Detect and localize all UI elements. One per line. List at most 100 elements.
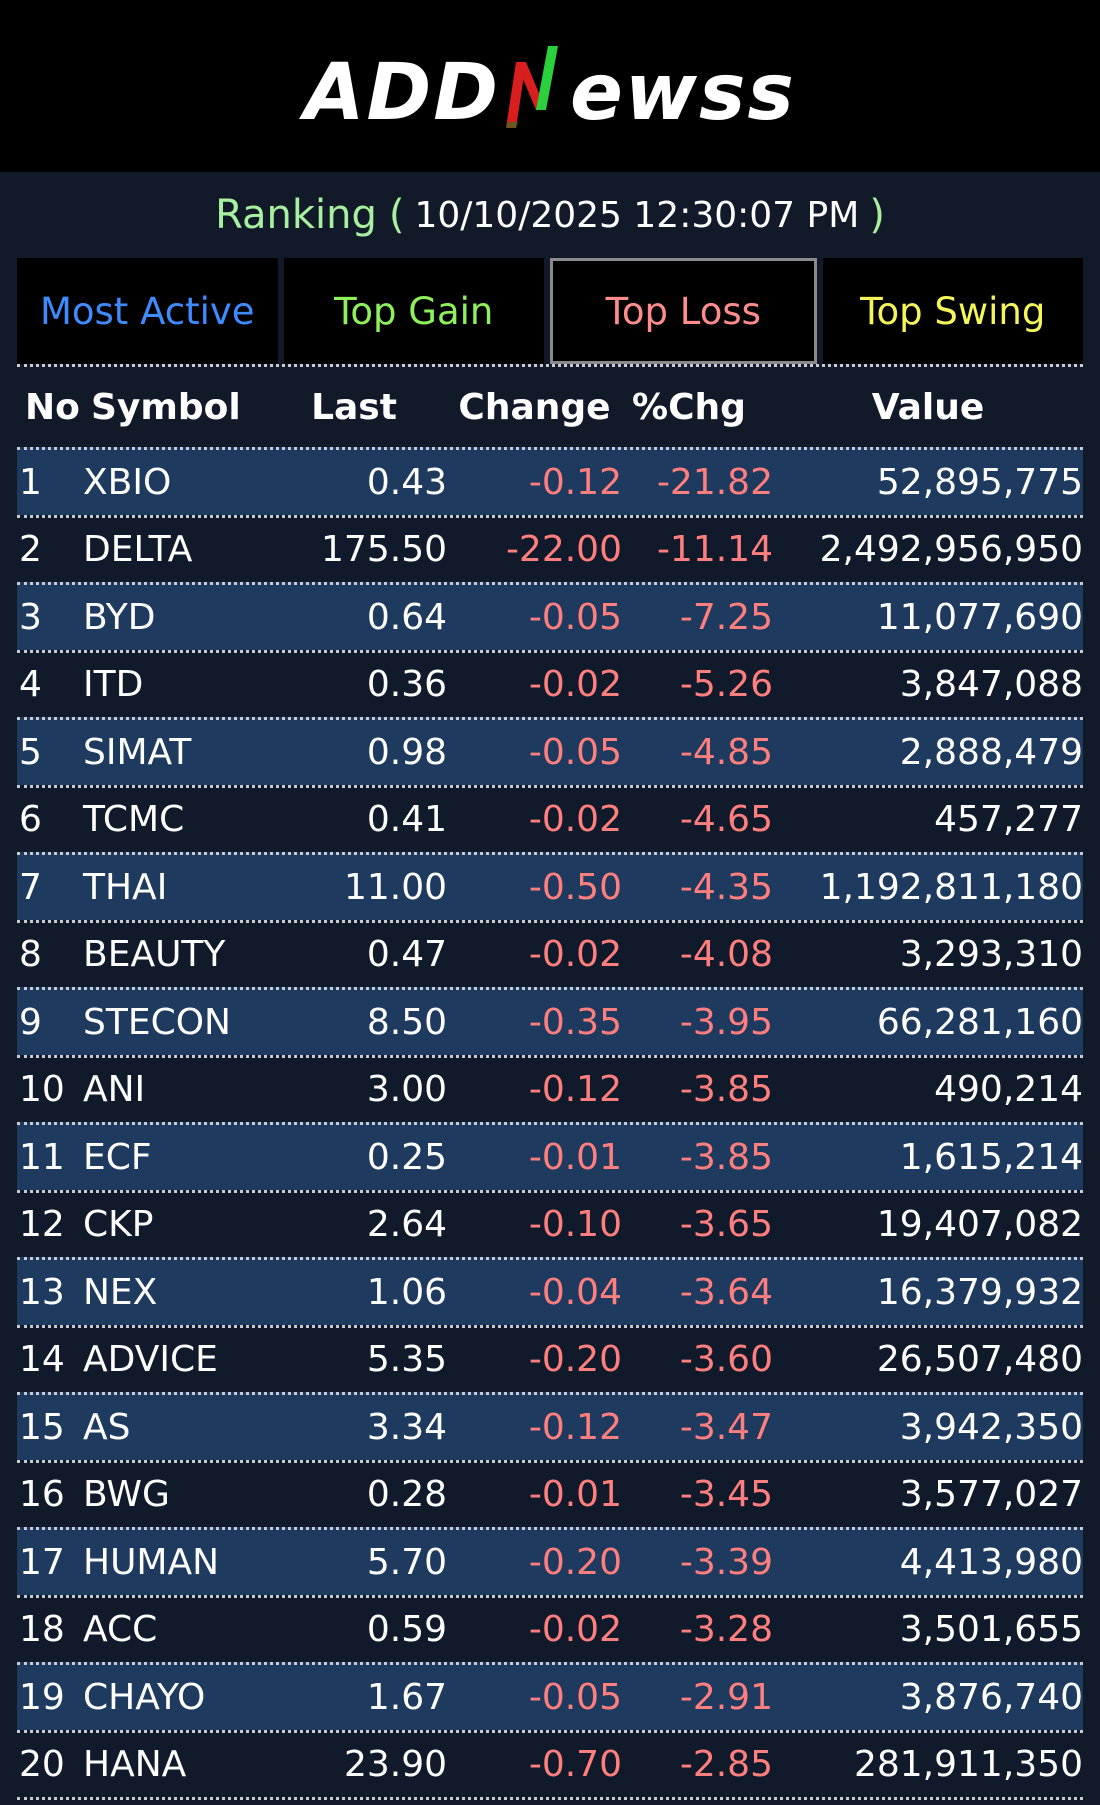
cell-pct-change: -11.14 xyxy=(656,529,773,571)
tab-most-active[interactable]: Most Active xyxy=(17,258,278,364)
cell-value: 1,615,214 xyxy=(899,1136,1083,1178)
cell-no: 1 xyxy=(19,461,42,503)
table-row[interactable]: 13 NEX 1.06 -0.04 -3.64 16,379,932 xyxy=(17,1257,1083,1325)
cell-pct-change: -21.82 xyxy=(656,461,773,503)
cell-symbol: TCMC xyxy=(83,799,185,841)
tab-top-swing[interactable]: Top Swing xyxy=(822,258,1083,364)
cell-symbol: ITD xyxy=(83,664,144,706)
cell-symbol: ECF xyxy=(83,1136,152,1178)
cell-value: 52,895,775 xyxy=(876,461,1083,503)
cell-pct-change: -3.28 xyxy=(679,1609,773,1651)
cell-symbol: SIMAT xyxy=(83,731,192,773)
col-header-value: Value xyxy=(871,386,985,428)
cell-symbol: BYD xyxy=(83,596,156,638)
table-body: 1 XBIO 0.43 -0.12 -21.82 52,895,775 2 DELTA 175.… xyxy=(17,447,1083,1797)
cell-symbol: STECON xyxy=(83,1001,231,1043)
cell-value: 4,413,980 xyxy=(899,1541,1083,1583)
cell-pct-change: -3.45 xyxy=(679,1474,773,1516)
cell-no: 20 xyxy=(19,1744,65,1786)
cell-change: -0.01 xyxy=(528,1136,622,1178)
cell-pct-change: -4.35 xyxy=(679,866,773,908)
table-row[interactable]: 15 AS 3.34 -0.12 -3.47 3,942,350 xyxy=(17,1392,1083,1460)
cell-last: 1.06 xyxy=(366,1271,447,1313)
cell-no: 3 xyxy=(19,596,42,638)
cell-value: 2,492,956,950 xyxy=(819,529,1083,571)
table-row[interactable]: 12 CKP 2.64 -0.10 -3.65 19,407,082 xyxy=(17,1189,1083,1257)
cell-value: 3,293,310 xyxy=(899,934,1083,976)
cell-no: 17 xyxy=(19,1541,65,1583)
cell-value: 16,379,932 xyxy=(876,1271,1083,1313)
cell-value: 11,077,690 xyxy=(876,596,1083,638)
table-row[interactable]: 20 HANA 23.90 -0.70 -2.85 281,911,350 xyxy=(17,1729,1083,1797)
tab-top-loss[interactable]: Top Loss xyxy=(550,258,817,364)
table-row[interactable]: 1 XBIO 0.43 -0.12 -21.82 52,895,775 xyxy=(17,447,1083,515)
table-row[interactable]: 10 ANI 3.00 -0.12 -3.85 490,214 xyxy=(17,1054,1083,1122)
table-row[interactable]: 7 THAI 11.00 -0.50 -4.35 1,192,811,180 xyxy=(17,852,1083,920)
cell-no: 4 xyxy=(19,664,42,706)
table-row[interactable]: 3 BYD 0.64 -0.05 -7.25 11,077,690 xyxy=(17,582,1083,650)
cell-pct-change: -4.65 xyxy=(679,799,773,841)
table-row[interactable]: 18 ACC 0.59 -0.02 -3.28 3,501,655 xyxy=(17,1594,1083,1662)
divider xyxy=(17,364,1083,367)
cell-no: 19 xyxy=(19,1676,65,1718)
cell-value: 3,501,655 xyxy=(899,1609,1083,1651)
cell-symbol: AS xyxy=(83,1406,131,1448)
cell-value: 3,847,088 xyxy=(899,664,1083,706)
table-row[interactable]: 17 HUMAN 5.70 -0.20 -3.39 4,413,980 xyxy=(17,1527,1083,1595)
ranking-title: Ranking ( 10/10/2025 12:30:07 PM ) xyxy=(0,172,1100,258)
table-row[interactable]: 5 SIMAT 0.98 -0.05 -4.85 2,888,479 xyxy=(17,717,1083,785)
cell-last: 23.90 xyxy=(343,1744,447,1786)
cell-no: 13 xyxy=(19,1271,65,1313)
col-header-no: No xyxy=(25,386,80,428)
cell-pct-change: -7.25 xyxy=(679,596,773,638)
paren-close: ) xyxy=(869,192,885,238)
table-row[interactable]: 14 ADVICE 5.35 -0.20 -3.60 26,507,480 xyxy=(17,1324,1083,1392)
cell-pct-change: -3.85 xyxy=(679,1069,773,1111)
cell-no: 10 xyxy=(19,1069,65,1111)
cell-symbol: BWG xyxy=(83,1474,170,1516)
cell-no: 8 xyxy=(19,934,42,976)
table-row[interactable]: 4 ITD 0.36 -0.02 -5.26 3,847,088 xyxy=(17,649,1083,717)
cell-symbol: HUMAN xyxy=(83,1541,220,1583)
cell-value: 490,214 xyxy=(934,1069,1083,1111)
table-row[interactable]: 19 CHAYO 1.67 -0.05 -2.91 3,876,740 xyxy=(17,1662,1083,1730)
logo-n-mark-icon xyxy=(506,46,559,128)
cell-symbol: ADVICE xyxy=(83,1339,218,1381)
cell-pct-change: -3.47 xyxy=(679,1406,773,1448)
cell-no: 7 xyxy=(19,866,42,908)
cell-change: -0.05 xyxy=(528,1676,622,1718)
cell-last: 0.25 xyxy=(366,1136,447,1178)
cell-value: 66,281,160 xyxy=(876,1001,1083,1043)
tab-top-gain[interactable]: Top Gain xyxy=(283,258,544,364)
cell-pct-change: -2.85 xyxy=(679,1744,773,1786)
cell-symbol: CKP xyxy=(83,1204,154,1246)
app-header: ADD ewss xyxy=(0,0,1100,172)
table-row[interactable]: 11 ECF 0.25 -0.01 -3.85 1,615,214 xyxy=(17,1122,1083,1190)
cell-pct-change: -2.91 xyxy=(679,1676,773,1718)
table-row[interactable]: 16 BWG 0.28 -0.01 -3.45 3,577,027 xyxy=(17,1459,1083,1527)
cell-last: 5.35 xyxy=(366,1339,447,1381)
cell-last: 0.64 xyxy=(366,596,447,638)
cell-pct-change: -3.95 xyxy=(679,1001,773,1043)
cell-symbol: BEAUTY xyxy=(83,934,226,976)
cell-change: -0.12 xyxy=(528,1406,622,1448)
brand-logo: ADD ewss xyxy=(304,40,796,132)
table-row[interactable]: 2 DELTA 175.50 -22.00 -11.14 2,492,956,950 xyxy=(17,514,1083,582)
cell-value: 281,911,350 xyxy=(853,1744,1083,1786)
cell-change: -0.70 xyxy=(528,1744,622,1786)
cell-symbol: ANI xyxy=(83,1069,146,1111)
table-row[interactable]: 9 STECON 8.50 -0.35 -3.95 66,281,160 xyxy=(17,987,1083,1055)
cell-last: 8.50 xyxy=(366,1001,447,1043)
col-header-pct-change: %Chg xyxy=(632,386,746,428)
cell-value: 19,407,082 xyxy=(876,1204,1083,1246)
cell-value: 1,192,811,180 xyxy=(819,866,1083,908)
cell-pct-change: -3.60 xyxy=(679,1339,773,1381)
cell-last: 0.59 xyxy=(366,1609,447,1651)
cell-change: -0.50 xyxy=(528,866,622,908)
cell-no: 11 xyxy=(19,1136,65,1178)
ranking-table: No Symbol Last Change %Chg Value 1 XBIO 0.… xyxy=(17,367,1083,1797)
cell-value: 2,888,479 xyxy=(899,731,1083,773)
table-row[interactable]: 8 BEAUTY 0.47 -0.02 -4.08 3,293,310 xyxy=(17,919,1083,987)
ranking-label: Ranking xyxy=(215,192,377,238)
table-row[interactable]: 6 TCMC 0.41 -0.02 -4.65 457,277 xyxy=(17,784,1083,852)
